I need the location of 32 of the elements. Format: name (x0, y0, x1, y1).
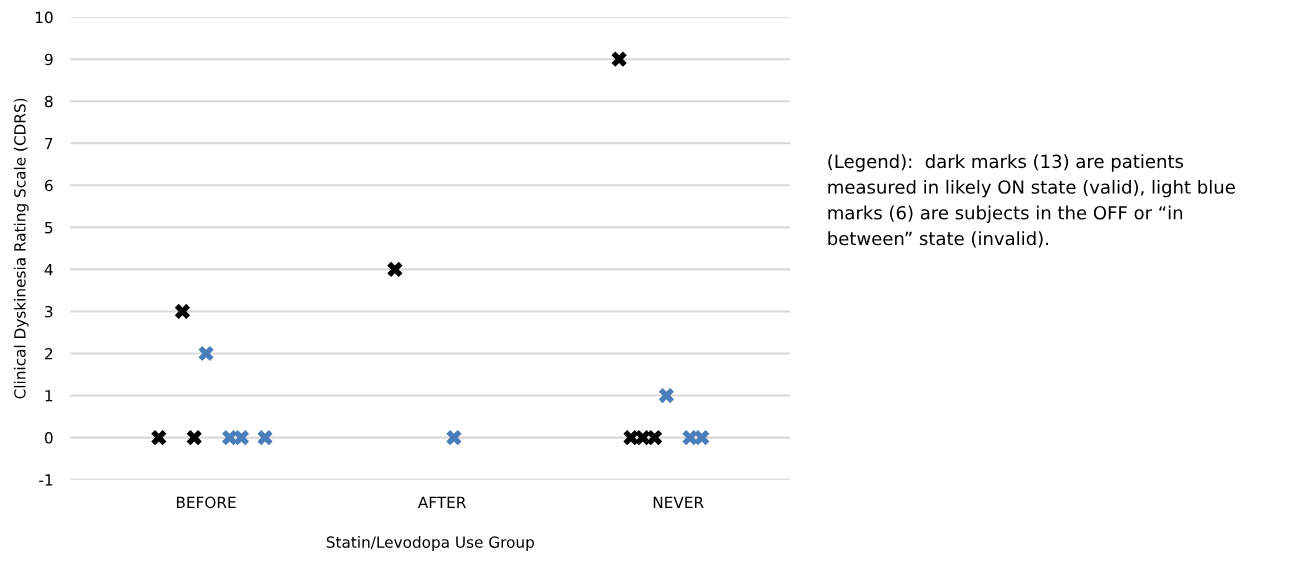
y-tick-label: 10 (35, 11, 53, 24)
point (233, 429, 250, 446)
y-tick-label: 9 (44, 53, 53, 66)
point (611, 51, 627, 67)
point (658, 387, 674, 404)
point (623, 429, 639, 446)
x-axis-title: Statin/Levodopa Use Group (326, 536, 534, 551)
y-tick-label: 8 (44, 95, 53, 108)
point (694, 429, 710, 446)
x-tick-label: NEVER (653, 496, 704, 508)
y-tick-label: 2 (45, 347, 53, 360)
y-tick-label: 7 (45, 137, 53, 150)
point (198, 345, 214, 362)
y-tick-label: 4 (44, 264, 53, 276)
y-tick-label: 6 (44, 179, 53, 192)
y-tick-label: 5 (45, 222, 53, 234)
point (446, 429, 462, 446)
point (646, 429, 663, 446)
point (174, 303, 191, 320)
y-axis-title: Clinical Dyskinesia Rating Scale (CDRS) (13, 98, 29, 399)
text: (Legend): dark marks (13) are patients measured in likely ON state (valid), light blue marks (6) are subjects in the OFF or “in between” state (invalid). (828, 154, 1235, 248)
point (387, 261, 403, 278)
y-tick-label: -1 (39, 474, 53, 486)
point (151, 429, 167, 446)
x-tick-label: AFTER (417, 496, 466, 508)
y-tick-label: 1 (45, 390, 53, 402)
point (186, 429, 202, 446)
point (257, 429, 273, 446)
x-tick-label: BEFORE (176, 496, 236, 509)
point (222, 429, 238, 446)
y-tick-label: 0 (44, 432, 53, 444)
y-tick-label: 3 (45, 305, 53, 318)
